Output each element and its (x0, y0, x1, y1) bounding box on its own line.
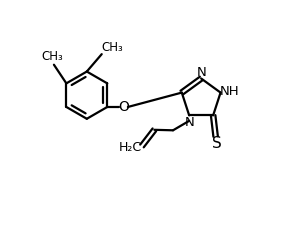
Text: S: S (212, 136, 222, 151)
Text: NH: NH (220, 85, 240, 98)
Text: N: N (184, 116, 194, 129)
Text: H₂C: H₂C (119, 141, 142, 154)
Text: CH₃: CH₃ (101, 41, 123, 54)
Text: N: N (196, 66, 206, 79)
Text: O: O (118, 100, 129, 114)
Text: CH₃: CH₃ (42, 50, 64, 62)
